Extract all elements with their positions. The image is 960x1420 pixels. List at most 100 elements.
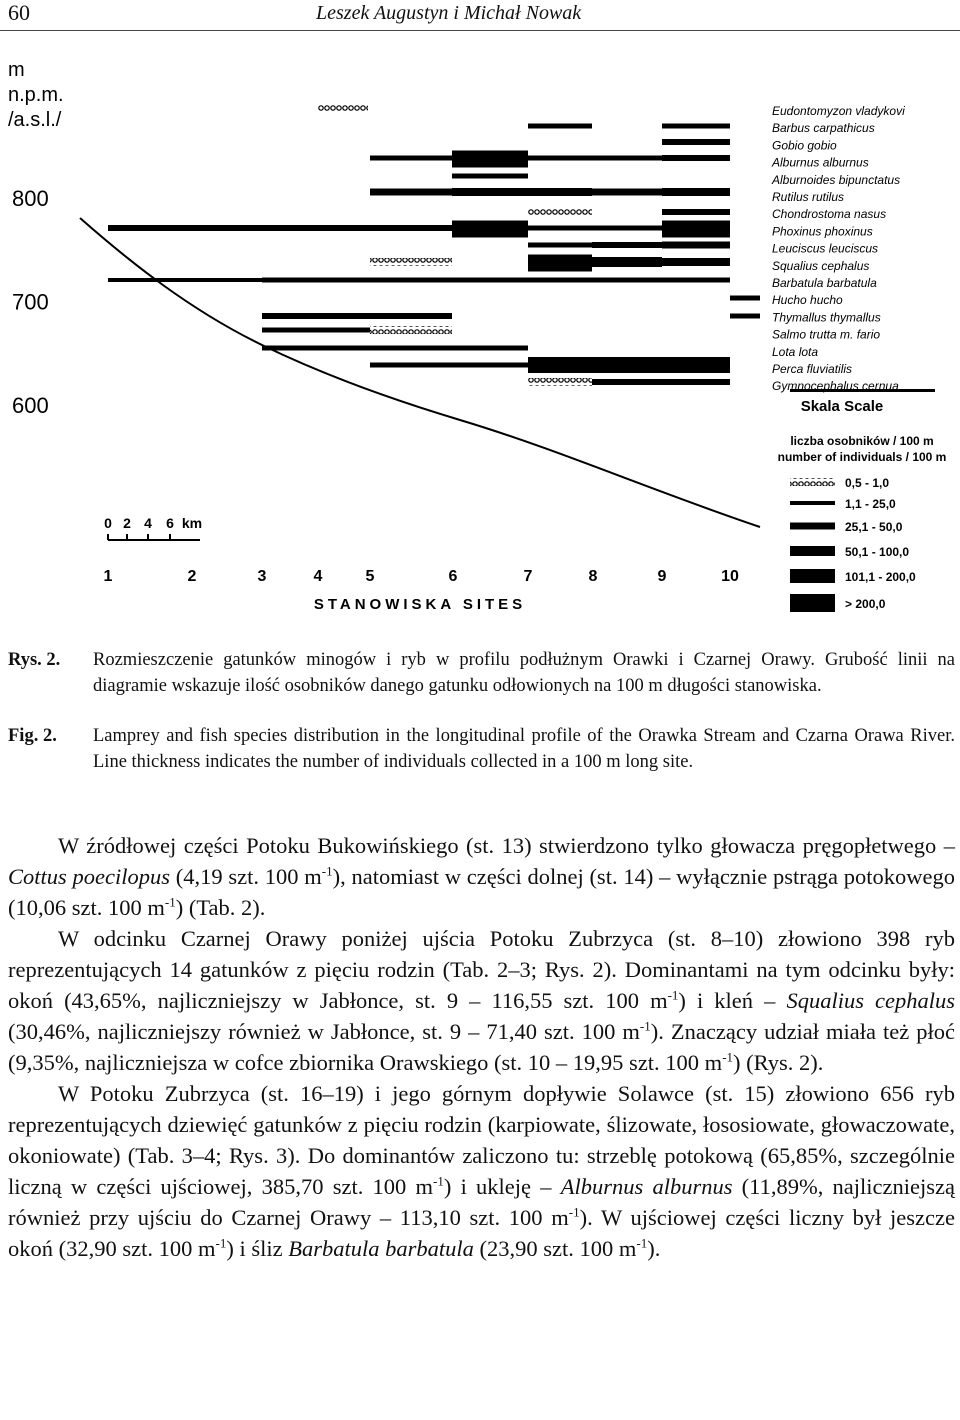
scale-sample [790,546,835,556]
text-run: W źródłowej części Potoku Bukowińskiego … [58,833,955,858]
species-name: Chondrostoma nasus [772,207,886,221]
bar [370,155,452,161]
species-name: Perca fluviatilis [772,362,852,376]
bar [662,123,730,129]
superscript: -1 [667,987,679,1003]
text-run: ) i ukleję – [443,1174,561,1199]
bar [452,150,528,168]
text-run: ). Znaczący udział miała też płoć (9,35%… [8,1019,955,1075]
scale-sample [790,569,835,583]
page-number: 60 [8,0,30,25]
site-label: 3 [258,568,267,585]
bar [528,188,592,196]
species-name: Barbus carpathicus [772,121,875,135]
bar [370,362,528,368]
scale-class: 101,1 - 200,0 [845,570,916,584]
bar [662,241,730,249]
site-label: 7 [524,568,533,585]
species-name: Alburnoides bipunctatus [771,173,900,187]
bar [662,258,730,266]
bar [452,345,528,351]
site-label: 4 [314,568,323,585]
scale-sample [790,522,835,530]
text-run: (30,46%, najliczniejszy również w Jabłon… [8,1019,640,1044]
species-name: Phoxinus phoxinus [772,224,873,238]
site-label: 6 [449,568,458,585]
bar [662,139,730,145]
scale-title: Skala Scale [801,398,884,415]
scale-class: > 200,0 [845,597,886,611]
bar [370,225,452,231]
scale-sample [790,594,835,612]
species-name: Hucho hucho [772,293,843,307]
species-name: Barbatula barbatula [772,276,877,290]
text-run: ) (Rys. 2). [733,1050,824,1075]
bar [262,345,370,351]
axis-label: n.p.m. [8,84,64,106]
bar [262,313,370,319]
superscript: -1 [215,1235,227,1251]
site-label: 8 [589,568,598,585]
bar [370,188,452,196]
superscript: -1 [636,1235,648,1251]
caption-label: Fig. 2. [8,726,57,746]
scale-class: 50,1 - 100,0 [845,545,909,559]
scale-subtitle: liczba osobników / 100 m [790,434,933,448]
scale-class: 1,1 - 25,0 [845,497,896,511]
dotted-bar [528,208,592,216]
paragraph: W odcinku Czarnej Orawy poniżej ujścia P… [8,923,955,1078]
bar [452,173,528,179]
bar [262,277,730,283]
bar [528,123,592,129]
superscript: -1 [164,894,176,910]
bar [370,345,452,351]
axis-label: m [8,59,25,81]
scale-class: 25,1 - 50,0 [845,520,903,534]
species-name: Eudontomyzon vladykovi [772,104,905,118]
bar [662,188,730,196]
bar [662,379,730,385]
dotted-bar [370,258,452,266]
text-run: ) i kleń – [678,988,787,1013]
bar [592,188,662,196]
text-run: ) (Tab. 2). [175,895,266,920]
site-label: 10 [721,568,739,585]
scale-sample [790,478,835,486]
paragraph: W Potoku Zubrzyca (st. 16–19) i jego gór… [8,1078,955,1264]
species-name: Leuciscus leuciscus [772,242,878,256]
figure: Skala Scale liczba osobników / 100 m num… [8,59,947,613]
site-label: 1 [104,568,113,585]
bar [662,155,730,161]
bar [662,209,730,215]
superscript: -1 [433,1173,444,1189]
superscript: -1 [568,1204,580,1220]
scale-rule [790,389,935,392]
y-tick-label: 600 [12,393,49,418]
species-name: Thymallus thymallus [772,310,881,324]
text-run: Cottus poecilopus [8,864,171,889]
text-run: (23,90 szt. 100 m [473,1236,637,1261]
caption-label: Rys. 2. [8,650,61,670]
bar [108,225,370,231]
bar [452,188,528,196]
bar [528,254,592,272]
bar [528,242,592,248]
scale-subtitle: number of individuals / 100 m [778,450,947,464]
scale-class: 0,5 - 1,0 [845,476,889,490]
species-name: Alburnus alburnus [771,156,869,170]
y-tick-label: 700 [12,290,49,315]
text-run: (4,19 szt. 100 m [170,864,322,889]
sites-title: STANOWISKA SITES [314,596,526,613]
bar [370,313,452,319]
text-run: (11,89%, najliczniejszą również przy ujś… [8,1174,955,1230]
bar [730,313,760,319]
site-label: 9 [658,568,667,585]
body-text: W źródłowej części Potoku Bukowińskiego … [8,830,955,1264]
text-run: ). W ujściowej części liczny był jeszcze… [8,1205,955,1261]
text-run: Alburnus alburnus [560,1174,733,1199]
species-name: Squalius cephalus [772,259,869,273]
superscript: -1 [321,863,333,879]
scale-label: 0 [104,515,112,531]
